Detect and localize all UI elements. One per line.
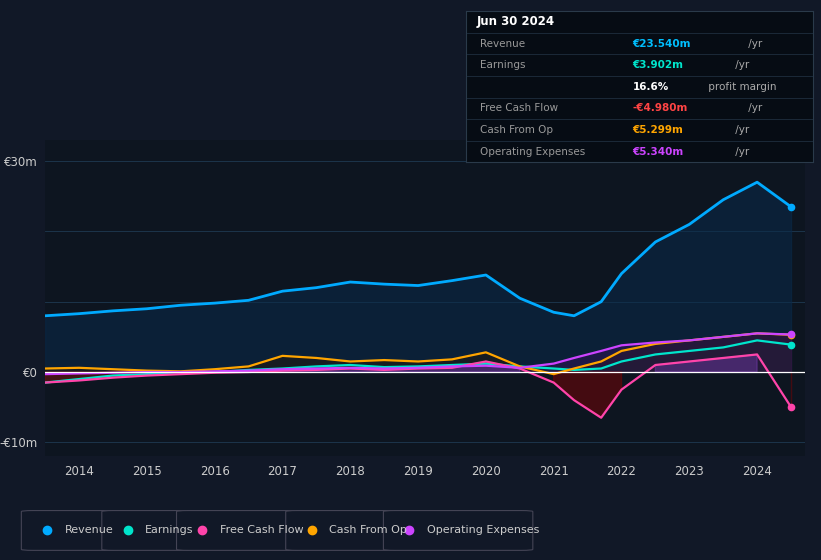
Text: Free Cash Flow: Free Cash Flow	[480, 104, 558, 114]
Text: Earnings: Earnings	[480, 60, 525, 70]
Text: Earnings: Earnings	[145, 525, 194, 535]
FancyBboxPatch shape	[383, 511, 533, 550]
FancyBboxPatch shape	[177, 511, 303, 550]
Text: €5.299m: €5.299m	[633, 125, 684, 135]
Text: Operating Expenses: Operating Expenses	[427, 525, 539, 535]
Text: Jun 30 2024: Jun 30 2024	[477, 16, 555, 29]
Text: Operating Expenses: Operating Expenses	[480, 147, 585, 157]
FancyBboxPatch shape	[21, 511, 119, 550]
Text: €3.902m: €3.902m	[633, 60, 684, 70]
Text: Cash From Op: Cash From Op	[480, 125, 553, 135]
FancyBboxPatch shape	[102, 511, 194, 550]
Text: Revenue: Revenue	[65, 525, 113, 535]
Text: /yr: /yr	[732, 125, 749, 135]
Text: Free Cash Flow: Free Cash Flow	[220, 525, 303, 535]
Text: /yr: /yr	[745, 104, 762, 114]
Text: 16.6%: 16.6%	[633, 82, 669, 92]
Text: €23.540m: €23.540m	[633, 39, 691, 49]
FancyBboxPatch shape	[286, 511, 401, 550]
Text: /yr: /yr	[732, 60, 749, 70]
Text: profit margin: profit margin	[705, 82, 777, 92]
Text: €5.340m: €5.340m	[633, 147, 684, 157]
Text: /yr: /yr	[745, 39, 762, 49]
Text: Cash From Op: Cash From Op	[328, 525, 406, 535]
Text: Revenue: Revenue	[480, 39, 525, 49]
Text: /yr: /yr	[732, 147, 749, 157]
Text: -€4.980m: -€4.980m	[633, 104, 688, 114]
